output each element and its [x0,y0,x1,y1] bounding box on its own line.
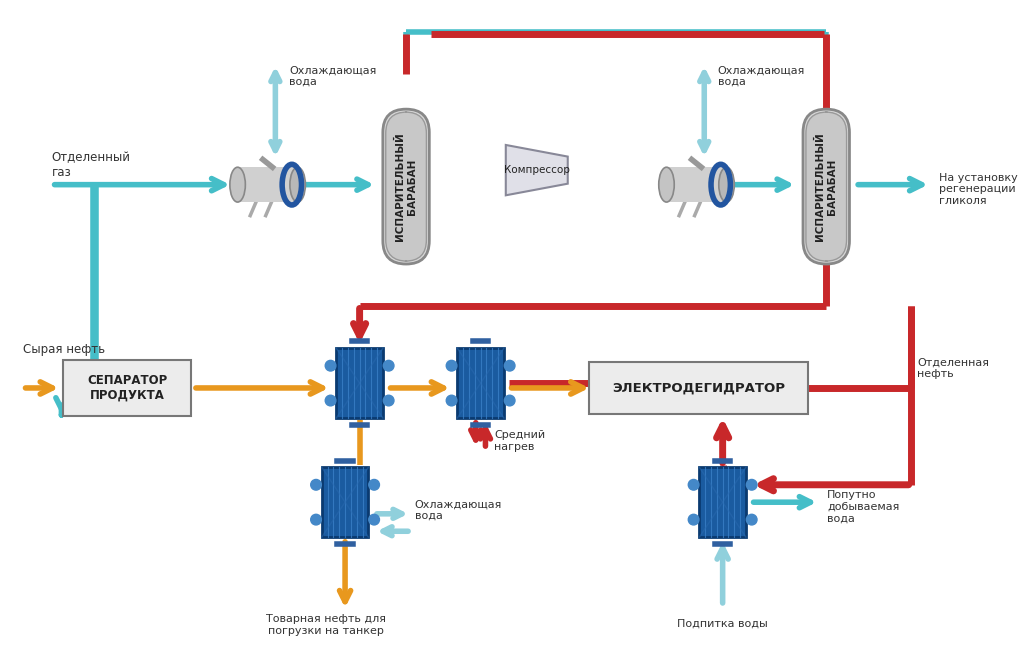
Ellipse shape [230,167,246,202]
Text: Компрессор: Компрессор [504,165,570,175]
FancyBboxPatch shape [64,360,191,416]
Circle shape [746,514,757,525]
Bar [457,348,504,418]
Text: Подпитка воды: Подпитка воды [677,618,768,629]
Circle shape [689,479,699,490]
Text: Охлаждающая
вода: Охлаждающая вода [289,65,376,87]
Text: Товарная нефть для
погрузки на танкер: Товарная нефть для погрузки на танкер [265,614,386,636]
Text: Охлаждающая
вода: Охлаждающая вода [414,499,502,521]
Circle shape [446,395,456,406]
Ellipse shape [659,167,674,202]
Ellipse shape [719,167,734,202]
FancyBboxPatch shape [386,112,427,261]
FancyBboxPatch shape [589,362,808,414]
Text: Отделенный
газ: Отделенный газ [51,151,131,179]
Circle shape [310,514,322,525]
Text: На установку
регенерации
гликоля: На установку регенерации гликоля [939,173,1018,206]
Bar [699,467,746,537]
Circle shape [505,361,515,371]
Text: Сырая нефть: Сырая нефть [23,343,105,356]
Circle shape [746,479,757,490]
FancyBboxPatch shape [803,109,849,264]
Bar [322,467,368,537]
Bar [237,167,298,202]
FancyBboxPatch shape [806,112,847,261]
Bar [336,348,382,418]
Circle shape [325,361,336,371]
Circle shape [310,479,322,490]
Text: Попутно
добываемая
вода: Попутно добываемая вода [828,490,900,524]
Ellipse shape [290,167,305,202]
Polygon shape [506,145,567,196]
Circle shape [505,395,515,406]
Text: СЕПАРАТОР
ПРОДУКТА: СЕПАРАТОР ПРОДУКТА [87,374,168,402]
Bar [666,167,727,202]
Circle shape [325,395,336,406]
Circle shape [383,361,394,371]
Text: Отделенная
нефть: Отделенная нефть [917,358,989,379]
Circle shape [369,479,379,490]
Text: ИСПАРИТЕЛЬНЫЙ
БАРАБАН: ИСПАРИТЕЛЬНЫЙ БАРАБАН [815,132,837,241]
Circle shape [383,395,394,406]
Circle shape [689,514,699,525]
FancyBboxPatch shape [382,109,430,264]
Text: ИСПАРИТЕЛЬНЫЙ
БАРАБАН: ИСПАРИТЕЛЬНЫЙ БАРАБАН [395,132,417,241]
Text: Охлаждающая
вода: Охлаждающая вода [718,65,805,87]
Text: ЭЛЕКТРОДЕГИДРАТОР: ЭЛЕКТРОДЕГИДРАТОР [612,381,785,394]
Circle shape [369,514,379,525]
Text: Средний
нагрев: Средний нагрев [494,430,545,452]
Circle shape [446,361,456,371]
